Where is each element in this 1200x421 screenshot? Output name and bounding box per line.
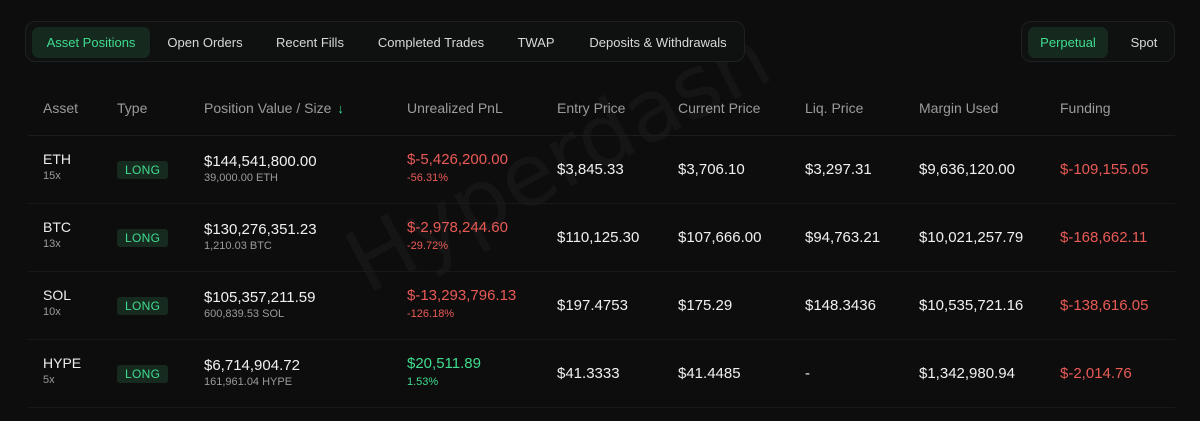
unrealized-pnl-percent: -126.18% (407, 308, 455, 320)
tab-recent-fills[interactable]: Recent Fills (276, 35, 344, 50)
market-toggle: Perpetual Spot (1021, 21, 1175, 62)
position-type-badge: LONG (117, 297, 169, 315)
current-price: $107,666.00 (678, 229, 762, 246)
header-position-value[interactable]: Position Value / Size ↓ (204, 100, 344, 116)
position-type-badge: LONG (117, 365, 169, 383)
margin-used: $9,636,120.00 (919, 161, 1015, 178)
header-margin-used[interactable]: Margin Used (919, 100, 999, 116)
asset-leverage: 15x (43, 170, 61, 182)
header-entry-price[interactable]: Entry Price (557, 100, 626, 116)
table-row[interactable]: BTC 13x LONG $130,276,351.23 1,210.03 BT… (28, 204, 1175, 272)
liq-price: $3,297.31 (805, 161, 872, 178)
toggle-spot[interactable]: Spot (1130, 35, 1158, 50)
sort-arrow-down-icon: ↓ (337, 101, 344, 116)
tab-completed-trades[interactable]: Completed Trades (377, 35, 485, 50)
entry-price: $41.3333 (557, 365, 620, 382)
header-current-price[interactable]: Current Price (678, 100, 761, 116)
current-price: $41.4485 (678, 365, 741, 382)
liq-price: $148.3436 (805, 297, 876, 314)
tab-open-orders[interactable]: Open Orders (167, 35, 243, 50)
table-row[interactable]: SOL 10x LONG $105,357,211.59 600,839.53 … (28, 272, 1175, 340)
unrealized-pnl: $-5,426,200.00 (407, 151, 508, 168)
asset-symbol[interactable]: BTC (43, 219, 71, 235)
position-type-badge: LONG (117, 161, 169, 179)
tab-asset-positions[interactable]: Asset Positions (32, 27, 150, 58)
tab-deposits-withdrawals[interactable]: Deposits & Withdrawals (589, 35, 727, 50)
position-value: $130,276,351.23 (204, 221, 317, 238)
entry-price: $197.4753 (557, 297, 628, 314)
position-size: 161,961.04 HYPE (204, 376, 293, 388)
tab-twap[interactable]: TWAP (517, 35, 555, 50)
position-size: 1,210.03 BTC (204, 240, 272, 252)
toggle-perpetual[interactable]: Perpetual (1028, 27, 1108, 58)
header-unrealized-pnl[interactable]: Unrealized PnL (407, 100, 503, 116)
asset-leverage: 13x (43, 238, 61, 250)
header-asset[interactable]: Asset (43, 100, 79, 116)
header-position-value-label: Position Value / Size (204, 100, 332, 116)
header-liq-price[interactable]: Liq. Price (805, 100, 864, 116)
margin-used: $10,021,257.79 (919, 229, 1024, 246)
unrealized-pnl: $20,511.89 (407, 355, 481, 372)
asset-leverage: 5x (43, 374, 55, 386)
funding: $-138,616.05 (1060, 297, 1149, 314)
unrealized-pnl: $-2,978,244.60 (407, 219, 508, 236)
asset-leverage: 10x (43, 306, 61, 318)
entry-price: $3,845.33 (557, 161, 624, 178)
position-value: $6,714,904.72 (204, 357, 300, 374)
current-price: $175.29 (678, 297, 733, 314)
funding: $-109,155.05 (1060, 161, 1149, 178)
liq-price: - (805, 365, 810, 382)
asset-symbol[interactable]: SOL (43, 287, 72, 303)
asset-symbol[interactable]: HYPE (43, 355, 82, 371)
margin-used: $10,535,721.16 (919, 297, 1024, 314)
current-price: $3,706.10 (678, 161, 745, 178)
position-type-badge: LONG (117, 229, 169, 247)
position-size: 600,839.53 SOL (204, 308, 285, 320)
funding: $-2,014.76 (1060, 365, 1132, 382)
header-type[interactable]: Type (117, 100, 148, 116)
table-row[interactable]: HYPE 5x LONG $6,714,904.72 161,961.04 HY… (28, 340, 1175, 408)
entry-price: $110,125.30 (557, 229, 640, 246)
header-funding[interactable]: Funding (1060, 100, 1111, 116)
unrealized-pnl-percent: -56.31% (407, 172, 448, 184)
position-size: 39,000.00 ETH (204, 172, 278, 184)
margin-used: $1,342,980.94 (919, 365, 1015, 382)
unrealized-pnl: $-13,293,796.13 (407, 287, 517, 304)
liq-price: $94,763.21 (805, 229, 881, 246)
tab-bar: Asset Positions Open Orders Recent Fills… (25, 21, 745, 62)
funding: $-168,662.11 (1060, 229, 1148, 246)
position-value: $105,357,211.59 (204, 289, 316, 306)
unrealized-pnl-percent: 1.53% (407, 376, 439, 388)
asset-symbol[interactable]: ETH (43, 151, 71, 167)
table-header: Asset Type Position Value / Size ↓ Unreal… (28, 80, 1175, 136)
table-row[interactable]: ETH 15x LONG $144,541,800.00 39,000.00 E… (28, 136, 1175, 204)
unrealized-pnl-percent: -29.72% (407, 240, 448, 252)
position-value: $144,541,800.00 (204, 153, 317, 170)
